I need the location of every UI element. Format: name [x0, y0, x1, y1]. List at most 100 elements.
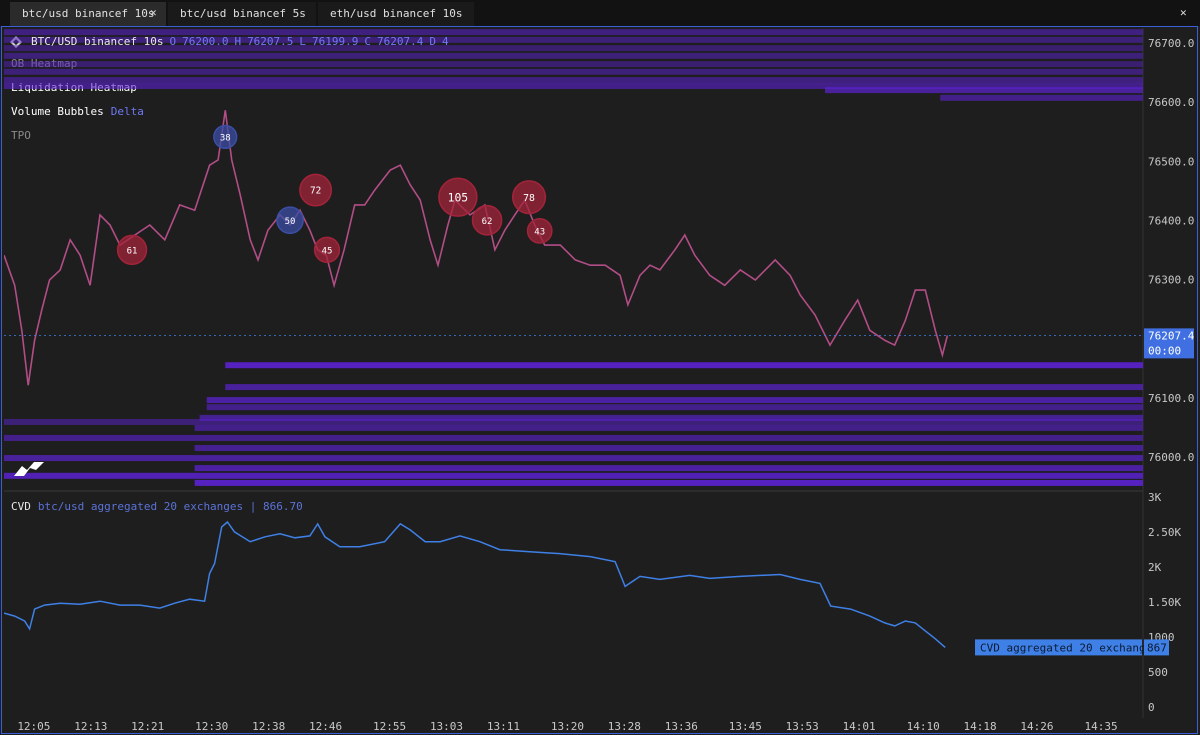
y-tick-label: 0	[1148, 701, 1155, 714]
y-tick-label: 76100.0	[1148, 392, 1194, 405]
x-tick-label: 13:03	[430, 720, 463, 733]
x-tick-label: 13:53	[786, 720, 819, 733]
symbol-title: BTC/USD binancef 10s	[31, 35, 163, 48]
tab[interactable]: btc/usd binancef 5s	[168, 2, 316, 26]
x-tick-label: 14:26	[1020, 720, 1053, 733]
x-tick-label: 14:35	[1084, 720, 1117, 733]
bubble-label: 43	[534, 227, 545, 237]
tab-label[interactable]: btc/usd binancef 5s	[180, 7, 306, 20]
bubble-label: 78	[523, 193, 535, 204]
x-tick-label: 14:01	[843, 720, 876, 733]
ohlc-value: 4	[442, 35, 449, 48]
heatmap-band	[4, 77, 1143, 84]
x-tick-label: 12:21	[131, 720, 164, 733]
heatmap-band	[225, 384, 1143, 391]
heatmap-band	[4, 36, 1143, 43]
series-line	[4, 110, 949, 386]
tab-label[interactable]: btc/usd binancef 10s	[22, 7, 154, 20]
ohlc-value: 76200.0	[182, 35, 228, 48]
y-tick-label: 1.50K	[1148, 596, 1181, 609]
heatmap-band	[4, 29, 1143, 36]
volume-bubble	[299, 173, 333, 207]
y-tick-label: 76000.0	[1148, 451, 1194, 464]
window-close[interactable]: ✕	[1180, 6, 1187, 19]
volume-bubble	[213, 124, 238, 149]
heatmap-band	[4, 472, 1143, 479]
heatmap-band	[206, 397, 1143, 404]
value-tag	[1144, 639, 1169, 656]
x-tick-label: 12:30	[195, 720, 228, 733]
series-tag-label: CVD aggregated 20 exchanges	[980, 641, 1159, 654]
x-tick-label: 14:10	[907, 720, 940, 733]
heatmap-band	[194, 465, 1143, 472]
volume-bubble	[526, 218, 553, 244]
bubble-label: 45	[322, 246, 333, 256]
price-tag-countdown: 00:00	[1148, 344, 1181, 357]
volume-bubble	[511, 180, 547, 215]
pane	[4, 520, 946, 648]
heatmap-band	[4, 82, 1143, 89]
ohlc-label: D	[429, 35, 436, 48]
volume-bubble	[116, 234, 148, 266]
tab-bg	[10, 2, 166, 26]
x-tick-label: 13:11	[487, 720, 520, 733]
bubble-label: 105	[448, 191, 469, 205]
heatmap-band	[4, 455, 1143, 462]
x-tick-label: 13:20	[551, 720, 584, 733]
tab[interactable]: eth/usd binancef 10s	[318, 2, 474, 26]
tab[interactable]: btc/usd binancef 10s ✕	[10, 2, 166, 26]
x-tick-label: 12:55	[373, 720, 406, 733]
y-tick-label: 500	[1148, 666, 1168, 679]
logo	[14, 462, 44, 476]
heatmap-band	[225, 362, 1143, 369]
bubble-label: 61	[127, 246, 138, 256]
frame	[1, 26, 1198, 734]
x-tick-label: 13:45	[729, 720, 762, 733]
heatmap-band	[824, 87, 1143, 94]
volume-bubble	[438, 177, 478, 217]
heatmap-band	[194, 424, 1143, 431]
y-tick-label: 2K	[1148, 561, 1162, 574]
x-tick-label: 12:38	[252, 720, 285, 733]
ohlc-label: C	[364, 35, 371, 48]
series-line	[4, 520, 946, 648]
bubble-label: 50	[285, 217, 296, 227]
cvd-title: CVD	[11, 500, 31, 513]
heatmap-band	[206, 404, 1143, 411]
tab-bg	[318, 2, 474, 26]
heatmap-band	[4, 52, 1143, 59]
y-tick-label: 76400.0	[1148, 214, 1194, 227]
ohlc-value: 76199.9	[312, 35, 358, 48]
tab-close[interactable]: ✕	[150, 6, 157, 19]
cvd-subtitle: btc/usd aggregated 20 exchanges | 866.70	[38, 500, 303, 513]
tab-label[interactable]: eth/usd binancef 10s	[330, 7, 462, 20]
indicator-label[interactable]: OB Heatmap	[11, 57, 77, 70]
y-tick-label: 3K	[1148, 491, 1162, 504]
ohlc-value: 76207.5	[247, 35, 293, 48]
indicator-label[interactable]: Volume Bubbles	[11, 105, 104, 118]
bubble-label: 38	[220, 133, 231, 143]
x-tick-label: 12:46	[309, 720, 342, 733]
y-tick-label: 76500.0	[1148, 155, 1194, 168]
y-tick-label: 76700.0	[1148, 37, 1194, 50]
price-tag-value: 76207.4	[1148, 329, 1195, 342]
indicator-mode: Delta	[111, 105, 144, 118]
ohlc-label: L	[299, 35, 306, 48]
x-tick-label: 12:05	[17, 720, 50, 733]
heatmap-band	[194, 479, 1143, 486]
heatmap-band	[4, 434, 1143, 441]
value-tag-label: 867	[1147, 641, 1167, 654]
y-tick-label: 2.50K	[1148, 526, 1181, 539]
ohlc-label: H	[234, 35, 241, 48]
price-tag	[1144, 328, 1194, 359]
heatmap-band	[4, 418, 1143, 425]
tab-bg	[168, 2, 316, 26]
heatmap-band	[194, 445, 1143, 451]
volume-bubble	[313, 236, 341, 263]
pane: 61 38 50 72 45 105 62 78 43	[4, 29, 1143, 486]
bubble-label: 72	[310, 186, 321, 197]
indicator-label[interactable]: TPO	[11, 129, 31, 142]
x-tick-label: 13:28	[608, 720, 641, 733]
ohlc-value: 76207.4	[377, 35, 424, 48]
